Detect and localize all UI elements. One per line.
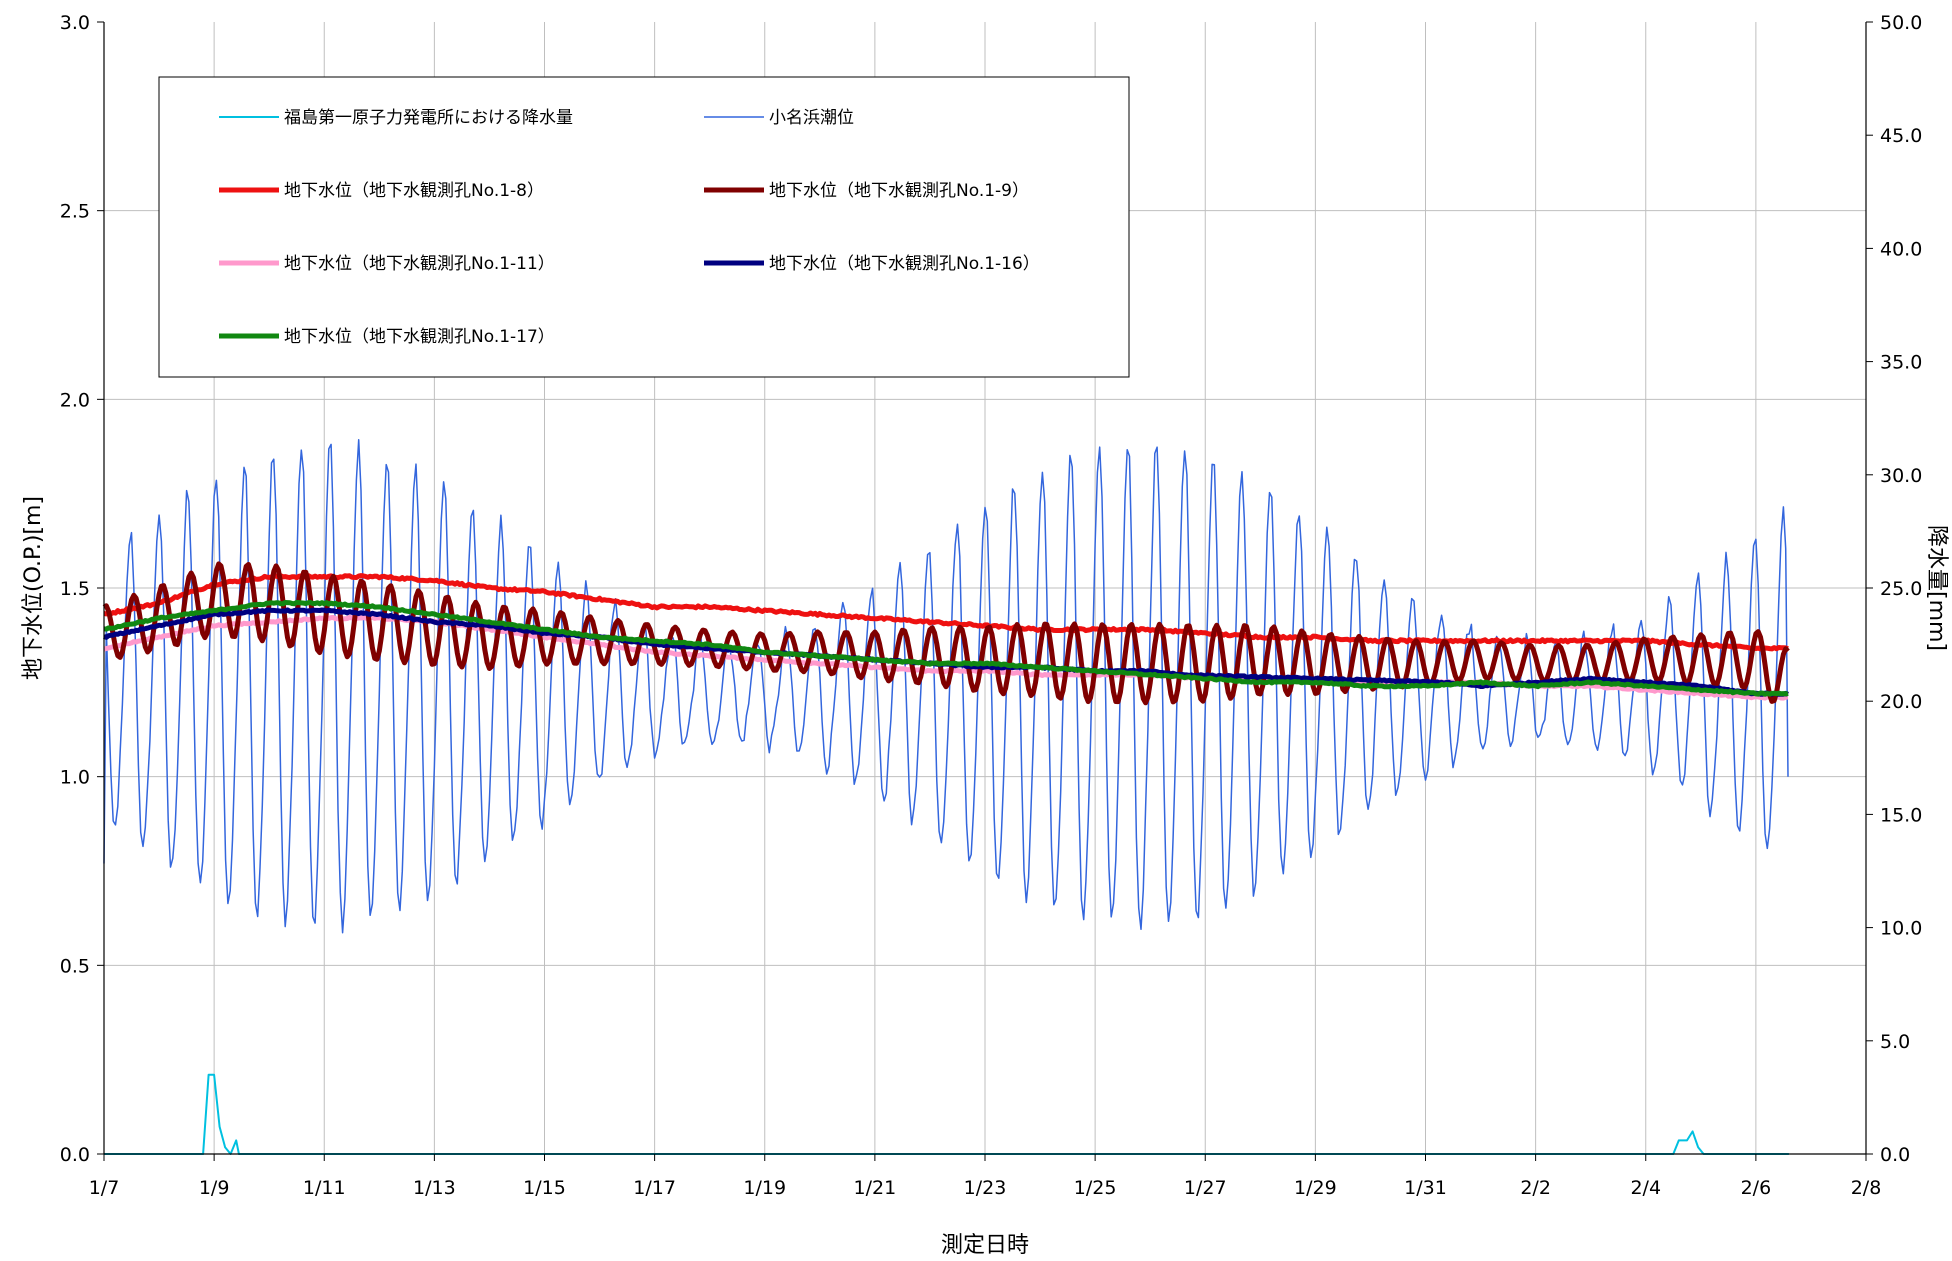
- y-left-tick-label: 3.0: [60, 12, 90, 34]
- y-left-tick-label: 2.5: [60, 201, 90, 223]
- legend-label: 地下水位（地下水観測孔No.1-9）: [769, 181, 1029, 201]
- legend: 福島第一原子力発電所における降水量 小名浜潮位地下水位（地下水観測孔No.1-8）…: [158, 76, 1130, 378]
- series-layer: [102, 439, 1790, 1155]
- x-tick-label: 1/29: [1294, 1177, 1337, 1199]
- x-tick-label: 1/23: [964, 1177, 1007, 1199]
- legend-label: 地下水位（地下水観測孔No.1-16）: [769, 254, 1040, 274]
- legend-label: 地下水位（地下水観測孔No.1-17）: [284, 327, 555, 347]
- x-tick-label: 2/2: [1520, 1177, 1551, 1199]
- legend-box: [158, 76, 1130, 378]
- x-tick-label: 1/17: [633, 1177, 676, 1199]
- y-right-tick-label: 45.0: [1880, 125, 1922, 147]
- y-right-tick-label: 40.0: [1880, 238, 1922, 260]
- x-tick-label: 1/27: [1184, 1177, 1227, 1199]
- tick-labels: 1/7 1/9 1/11 1/13 1/15 1/17 1/19 1/21 1/23 1/25 1/…: [60, 12, 1923, 1199]
- y-right-tick-label: 20.0: [1880, 691, 1922, 713]
- legend-label: 福島第一原子力発電所における降水量: [284, 108, 573, 128]
- x-tick-label: 1/31: [1404, 1177, 1447, 1199]
- axes: [97, 21, 1873, 1161]
- y-left-tick-label: 0.0: [60, 1144, 90, 1166]
- series-line-3: [102, 561, 1790, 706]
- y-right-tick-label: 50.0: [1880, 12, 1922, 34]
- y-right-tick-label: 5.0: [1880, 1031, 1910, 1053]
- x-axis-title: 測定日時: [941, 1233, 1029, 1258]
- legend-label: 地下水位（地下水観測孔No.1-11）: [284, 254, 555, 274]
- x-tick-label: 2/8: [1851, 1177, 1882, 1199]
- x-tick-label: 2/4: [1630, 1177, 1661, 1199]
- x-tick-label: 1/13: [413, 1177, 456, 1199]
- y-right-tick-label: 30.0: [1880, 465, 1922, 487]
- series-line-6: [103, 599, 1789, 697]
- series-line-1: [103, 439, 1789, 934]
- y-right-tick-label: 25.0: [1880, 578, 1922, 600]
- legend-label: 地下水位（地下水観測孔No.1-8）: [284, 181, 544, 201]
- legend-label: 小名浜潮位: [769, 108, 854, 128]
- x-tick-label: 1/11: [303, 1177, 346, 1199]
- series-line-0: [104, 1073, 1789, 1155]
- x-tick-label: 1/9: [199, 1177, 230, 1199]
- x-tick-label: 1/19: [743, 1177, 786, 1199]
- y-right-tick-label: 15.0: [1880, 804, 1922, 826]
- y-left-tick-label: 1.5: [60, 578, 90, 600]
- y-left-tick-label: 1.0: [60, 767, 90, 789]
- x-tick-label: 1/25: [1074, 1177, 1117, 1199]
- x-tick-label: 1/7: [89, 1177, 120, 1199]
- x-tick-label: 1/15: [523, 1177, 566, 1199]
- y-axis-left-title: 地下水位(O.P.)[m]: [21, 496, 46, 680]
- x-tick-label: 2/6: [1741, 1177, 1772, 1199]
- series-line-2: [103, 573, 1789, 652]
- y-axis-right-title: 降水量[mm]: [1924, 525, 1949, 651]
- y-right-tick-label: 10.0: [1880, 918, 1922, 940]
- y-right-tick-label: 35.0: [1880, 352, 1922, 374]
- y-left-tick-label: 2.0: [60, 389, 90, 411]
- x-tick-label: 1/21: [854, 1177, 897, 1199]
- y-right-tick-label: 0.0: [1880, 1144, 1910, 1166]
- y-left-tick-label: 0.5: [60, 955, 90, 977]
